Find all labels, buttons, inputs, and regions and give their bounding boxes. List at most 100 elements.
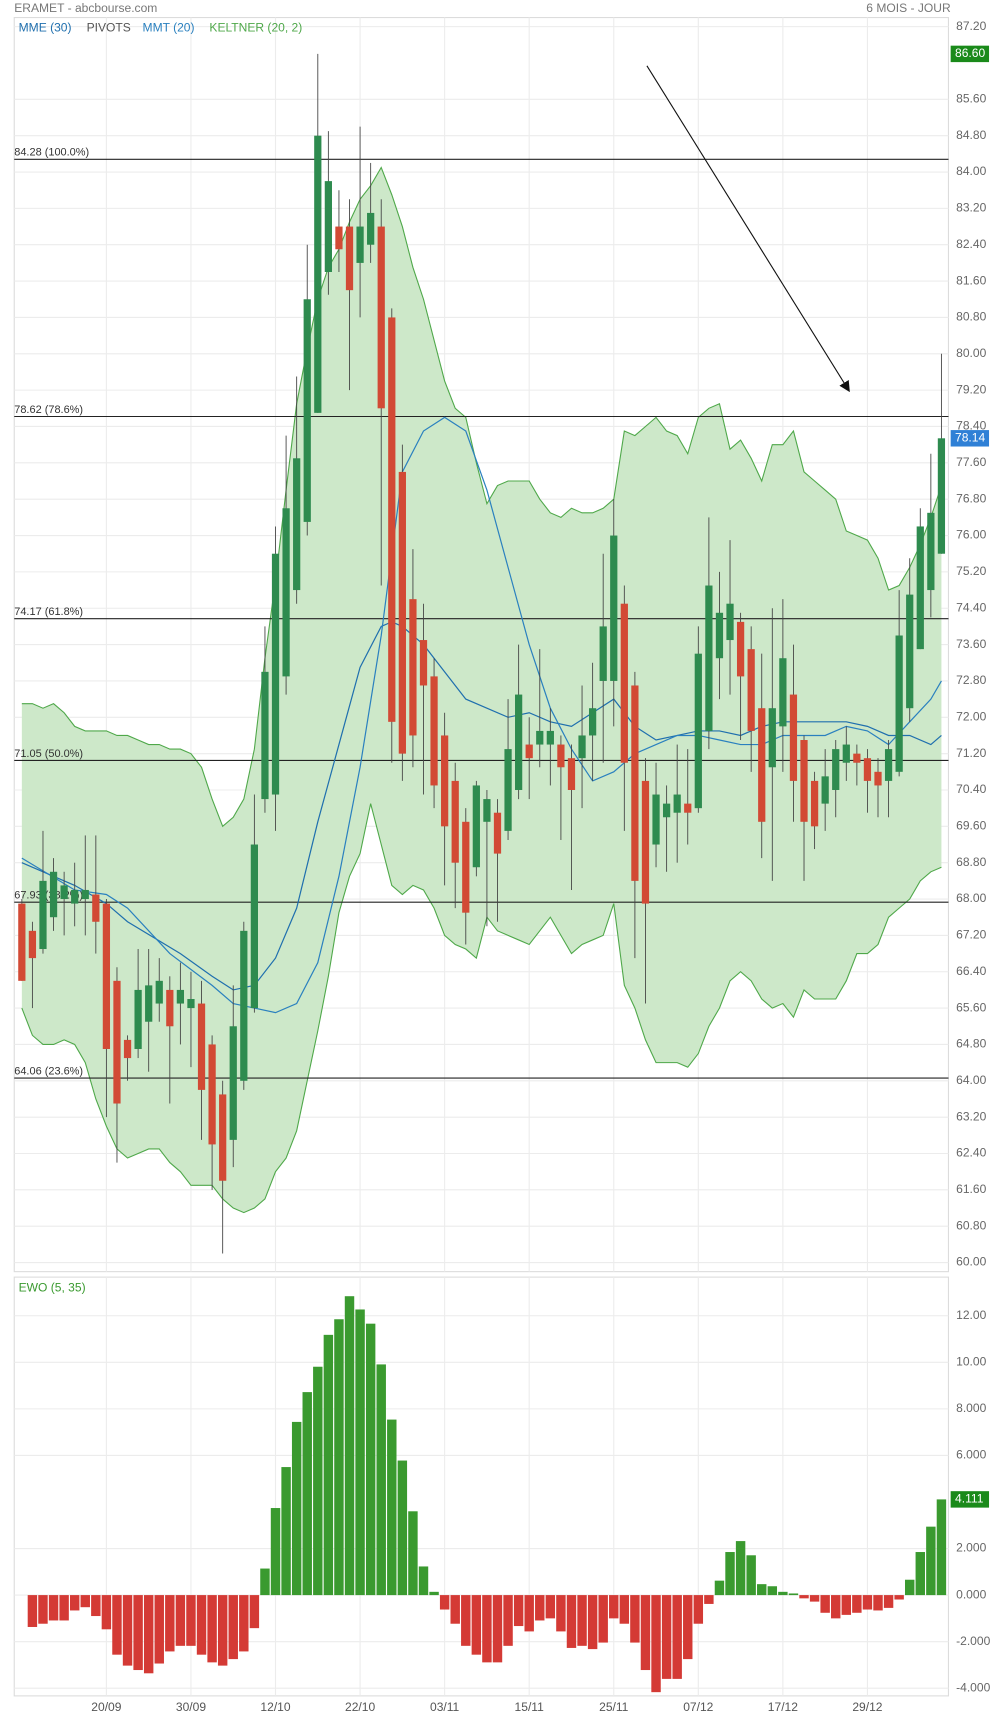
y-tick-label: 79.20 <box>956 382 986 396</box>
x-tick-label: 25/11 <box>599 1700 629 1714</box>
ewo-bar <box>270 1508 281 1596</box>
x-tick-label: 15/11 <box>515 1700 545 1714</box>
candle-body <box>49 871 58 918</box>
y-tick-label: 82.40 <box>956 237 986 251</box>
candle-body <box>451 780 459 863</box>
ewo-bar <box>471 1595 482 1655</box>
ewo-bar <box>735 1541 746 1596</box>
candle-body <box>536 730 544 745</box>
ewo-bar <box>365 1323 376 1596</box>
ewo-bar <box>461 1595 471 1646</box>
candle-body <box>145 985 153 1022</box>
keltner-upper <box>21 166 942 828</box>
ewo-bar <box>323 1334 334 1596</box>
ewo-bar <box>376 1364 386 1596</box>
ewo-bar <box>714 1580 725 1596</box>
candle-body <box>673 794 681 813</box>
candle-body <box>377 226 385 409</box>
ewo-bar <box>598 1595 608 1643</box>
candle-body <box>832 749 840 790</box>
candle-body <box>303 299 311 522</box>
price-marker-label: 78.14 <box>955 430 985 444</box>
y-tick-label: 68.80 <box>956 855 986 869</box>
y-tick-label: 67.20 <box>956 928 986 942</box>
candle-body <box>261 671 269 800</box>
ewo-bar <box>915 1552 926 1596</box>
ewo-bar <box>112 1595 122 1655</box>
ewo-bar <box>661 1595 672 1679</box>
candle-body <box>155 980 163 1004</box>
y-tick-label: 2.000 <box>956 1541 986 1555</box>
candle-body <box>356 226 364 263</box>
candle-body <box>546 730 554 745</box>
y-tick-label: 72.80 <box>956 673 986 687</box>
ewo-bar <box>291 1421 302 1596</box>
candle-body <box>842 744 850 763</box>
candle-body <box>578 735 586 759</box>
candle-body <box>705 585 713 731</box>
candle-body <box>293 458 301 591</box>
keltner-fill <box>21 167 942 1213</box>
panel-title: EWO (5, 35) <box>19 1280 86 1294</box>
ewo-bar <box>27 1595 38 1627</box>
candle-body <box>758 708 766 822</box>
last-value-marker <box>950 1491 990 1508</box>
candle-body <box>715 612 724 659</box>
keltner-lower <box>21 803 942 1214</box>
candle-body <box>736 621 745 677</box>
candle-body <box>567 758 576 790</box>
y-tick-label: 74.40 <box>956 600 986 614</box>
y-tick-label: -4.000 <box>956 1680 990 1694</box>
candle-body <box>768 708 776 768</box>
candle-body <box>324 181 332 272</box>
candle-body <box>60 885 68 900</box>
ewo-bar <box>503 1595 513 1646</box>
candle-body <box>620 603 628 763</box>
ewo-bar <box>556 1595 566 1632</box>
legend-entry: MMT (20) <box>143 21 195 35</box>
ewo-bar <box>482 1595 492 1663</box>
candle-body <box>335 226 343 250</box>
ewo-bar <box>894 1595 904 1600</box>
ewo-bar <box>217 1595 228 1666</box>
y-tick-label: 61.60 <box>956 1182 986 1196</box>
candle-body <box>419 640 428 686</box>
candle-body <box>599 626 607 681</box>
candle-body <box>504 749 512 831</box>
pivot-label: 71.05 (50.0%) <box>14 748 83 760</box>
ewo-bar <box>313 1366 323 1596</box>
legend-entry: MME (30) <box>19 21 72 35</box>
ewo-bar <box>672 1595 682 1679</box>
candle-body <box>123 1039 132 1059</box>
y-tick-label: 63.20 <box>956 1109 986 1123</box>
ewo-bar <box>778 1591 788 1596</box>
ewo-bar <box>630 1595 640 1643</box>
candle-body <box>314 135 322 413</box>
y-tick-label: 10.00 <box>956 1355 986 1369</box>
y-tick-label: 80.00 <box>956 346 986 360</box>
candle-body <box>726 603 734 641</box>
ewo-bar <box>788 1593 799 1596</box>
candle-body <box>493 812 502 854</box>
pivot-label: 67.93 (38.2%) <box>14 890 83 902</box>
ewo-bar <box>143 1595 154 1674</box>
candle-body <box>916 526 924 650</box>
candle-body <box>367 212 375 245</box>
candle-body <box>472 785 480 868</box>
ewo-bar <box>609 1595 619 1619</box>
ewo-bar <box>862 1595 873 1610</box>
ewo-bar <box>69 1595 80 1611</box>
y-tick-label: 84.80 <box>956 128 986 142</box>
y-tick-label: 80.80 <box>956 310 986 324</box>
candle-body <box>694 653 702 809</box>
candle-body <box>282 508 290 677</box>
ewo-bar <box>450 1595 460 1624</box>
ewo-bar <box>513 1595 524 1627</box>
annotation-arrow <box>646 65 850 393</box>
ewo-bar <box>355 1309 365 1596</box>
candle-body <box>610 535 618 681</box>
candle-body <box>652 794 660 845</box>
ewo-bar <box>883 1595 894 1608</box>
ewo-bar <box>154 1595 164 1664</box>
ewo-bar <box>926 1526 936 1596</box>
